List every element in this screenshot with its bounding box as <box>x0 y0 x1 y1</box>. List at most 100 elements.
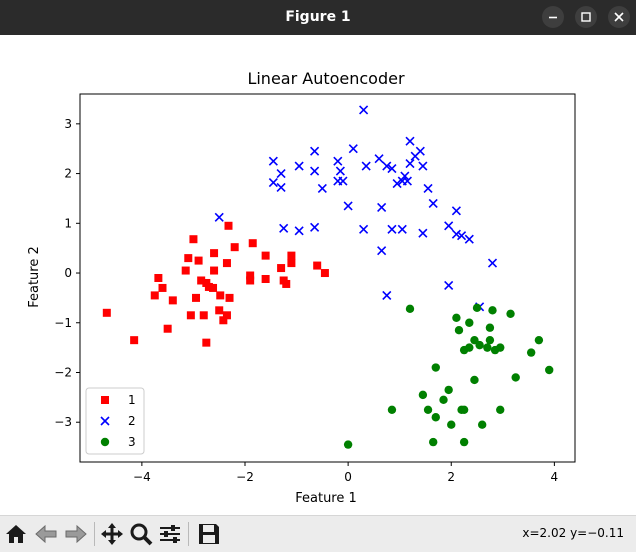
data-point <box>335 166 345 176</box>
data-point <box>405 136 415 146</box>
back-button[interactable] <box>32 520 60 548</box>
chart-title: Linear Autoencoder <box>247 69 405 88</box>
maximize-button[interactable] <box>575 6 597 28</box>
data-point <box>415 146 425 156</box>
data-point <box>294 226 304 236</box>
legend-label: 3 <box>128 435 136 449</box>
x-tick-label: −2 <box>236 470 254 484</box>
data-point <box>224 221 233 230</box>
zoom-icon <box>130 523 153 546</box>
data-point <box>382 161 392 171</box>
y-tick-label: 1 <box>64 216 72 230</box>
data-point <box>451 229 461 239</box>
cursor-coordinates: x=2.02 y=−0.11 <box>522 526 624 540</box>
close-button[interactable] <box>608 6 630 28</box>
data-point <box>452 313 461 322</box>
window-titlebar: Figure 1 <box>0 0 636 35</box>
figure-canvas[interactable]: Linear Autoencoder −4 −2 0 2 4 −3 −2 −1 0 1 2 3 Fea… <box>0 35 636 515</box>
data-point <box>465 318 474 327</box>
data-point <box>418 161 428 171</box>
data-point <box>423 183 433 194</box>
data-point <box>192 293 201 302</box>
data-point <box>485 323 495 332</box>
series-2 <box>214 105 498 312</box>
save-button[interactable] <box>195 520 223 548</box>
data-point <box>374 154 384 164</box>
y-tick-label: −2 <box>54 365 72 379</box>
save-icon <box>199 524 219 544</box>
window-title: Figure 1 <box>285 9 351 25</box>
data-point <box>320 269 329 278</box>
data-point <box>506 309 515 319</box>
data-point <box>154 274 163 282</box>
data-point <box>485 335 495 345</box>
pan-button[interactable] <box>98 520 126 548</box>
data-point <box>204 282 213 291</box>
data-point <box>338 176 348 186</box>
legend: 1 2 3 <box>85 387 145 455</box>
data-point <box>276 182 286 193</box>
data-point <box>333 156 343 166</box>
close-icon <box>614 12 624 22</box>
x-tick-label: 0 <box>344 470 352 484</box>
data-point <box>197 276 206 285</box>
data-point <box>294 161 304 171</box>
data-point <box>418 390 428 400</box>
data-point <box>189 235 198 244</box>
data-point <box>102 308 111 317</box>
data-point <box>359 224 369 234</box>
data-point <box>287 251 296 260</box>
data-point <box>377 202 387 212</box>
legend-marker <box>100 437 110 447</box>
data-point <box>184 254 193 263</box>
zoom-button[interactable] <box>127 520 155 548</box>
forward-button[interactable] <box>62 520 90 548</box>
minimize-icon <box>549 16 557 19</box>
configure-subplots-button[interactable] <box>156 520 184 548</box>
data-point <box>310 146 320 156</box>
data-point <box>418 228 428 238</box>
data-point <box>248 239 257 248</box>
data-point <box>439 395 448 405</box>
data-point <box>343 440 353 449</box>
data-point <box>361 161 371 171</box>
data-point <box>194 256 203 265</box>
data-point <box>150 291 159 300</box>
data-point <box>246 276 255 285</box>
data-point <box>496 343 505 352</box>
data-point <box>168 296 177 305</box>
data-point <box>359 105 369 115</box>
y-tick-label: −1 <box>54 316 72 330</box>
data-point <box>400 171 410 181</box>
maximize-icon <box>581 12 591 22</box>
data-point <box>158 283 167 292</box>
data-point <box>487 258 498 268</box>
configure-subplots-icon <box>160 525 180 543</box>
data-point <box>287 259 296 268</box>
data-point <box>130 336 139 345</box>
x-tick-label: 2 <box>447 470 455 484</box>
data-point <box>219 316 228 325</box>
data-point <box>477 420 487 429</box>
data-point <box>210 249 219 258</box>
scatter-chart: Linear Autoencoder −4 −2 0 2 4 −3 −2 −1 0 1 2 3 Fea… <box>27 69 576 506</box>
home-button[interactable] <box>2 520 30 548</box>
series-3 <box>343 303 554 449</box>
data-point <box>343 201 353 211</box>
data-point <box>225 293 234 302</box>
data-point <box>459 405 469 414</box>
data-point <box>215 306 224 315</box>
data-point <box>483 343 492 352</box>
data-point <box>387 164 397 174</box>
data-point <box>209 283 218 292</box>
minimize-button[interactable] <box>542 6 564 28</box>
data-point <box>465 343 474 352</box>
toolbar-separator <box>188 522 189 546</box>
data-point <box>181 266 190 275</box>
data-point <box>202 338 211 347</box>
x-tick-label: 4 <box>551 470 559 484</box>
data-point <box>163 324 172 333</box>
data-point <box>214 212 224 222</box>
data-point <box>261 251 270 260</box>
data-point <box>496 405 505 414</box>
